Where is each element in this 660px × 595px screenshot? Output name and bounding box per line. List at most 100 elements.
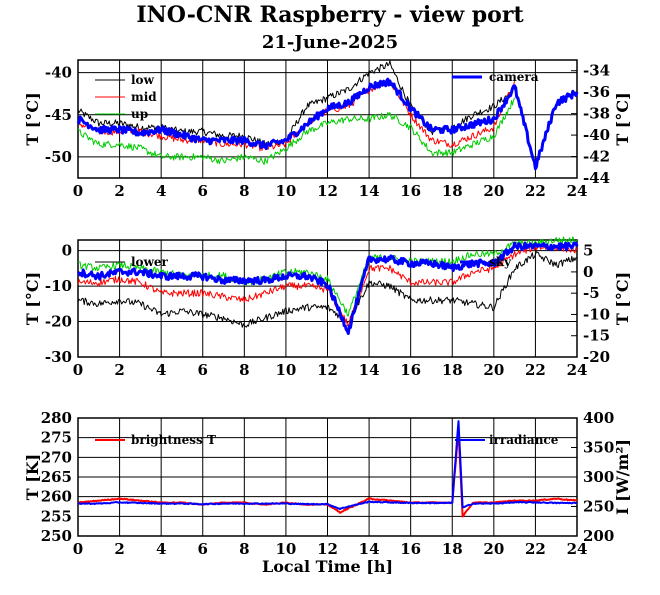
x-tick-label: 2 <box>114 540 124 558</box>
y2-tick-label: 350 <box>583 439 614 457</box>
y2-tick-label: -42 <box>583 148 610 166</box>
x-tick-label: 14 <box>359 361 380 379</box>
legend-label: up <box>131 107 148 121</box>
series-line-irradiance <box>77 420 578 511</box>
y2-axis-label: T [°C] <box>613 92 632 145</box>
x-tick-label: 18 <box>442 540 463 558</box>
y2-tick-label: 200 <box>583 527 614 545</box>
x-tick-label: 4 <box>156 540 166 558</box>
x-tick-label: 14 <box>359 540 380 558</box>
x-tick-label: 22 <box>525 540 546 558</box>
x-tick-label: 0 <box>73 361 83 379</box>
x-tick-label: 4 <box>156 361 166 379</box>
y2-tick-label: -44 <box>583 169 610 187</box>
x-tick-label: 12 <box>317 540 338 558</box>
y2-tick-label: 5 <box>583 242 593 260</box>
series-line-mid <box>77 80 516 152</box>
legend-panel-2: lower sky <box>95 255 512 269</box>
y2-axis-label: I [W/m²] <box>613 439 632 515</box>
legend-panel-1: low mid up camera <box>95 70 539 121</box>
y-tick-label: 275 <box>41 429 72 447</box>
y-axis-label: T [°C] <box>23 272 42 325</box>
legend-label: brightness T <box>131 433 216 447</box>
chart-panel-2: 0 2 4 6 8 10 12 14 16 18 20 22 240-10-20-3050-5-10-1… <box>23 236 632 379</box>
y-tick-label: 265 <box>41 468 72 486</box>
y-tick-label: -30 <box>45 348 72 366</box>
y2-tick-label: -15 <box>583 327 610 345</box>
y-tick-label: 260 <box>41 488 72 506</box>
x-tick-label: 20 <box>483 182 504 200</box>
chart-panel-1: 0 2 4 6 8 10 12 14 16 18 20 22 24-40-45-50-34-36-38-… <box>23 59 632 200</box>
y2-tick-label: 300 <box>583 468 614 486</box>
y2-tick-label: -38 <box>583 105 610 123</box>
y2-tick-label: -34 <box>583 62 610 80</box>
y-tick-label: -50 <box>45 148 72 166</box>
x-tick-label: 16 <box>400 361 421 379</box>
legend-label: camera <box>489 70 539 84</box>
x-tick-label: 10 <box>275 361 296 379</box>
y-tick-label: -40 <box>45 64 72 82</box>
x-tick-label: 24 <box>567 182 588 200</box>
x-tick-label: 18 <box>442 361 463 379</box>
x-tick-label: 0 <box>73 540 83 558</box>
y-tick-label: -10 <box>45 277 72 295</box>
x-tick-label: 6 <box>198 182 208 200</box>
series-line-low <box>77 60 516 147</box>
x-tick-label: 10 <box>275 182 296 200</box>
y2-tick-label: -5 <box>583 284 600 302</box>
y-tick-label: 280 <box>41 409 72 427</box>
x-tick-label: 2 <box>114 361 124 379</box>
chart-panel-3: 0 2 4 6 8 10 12 14 16 18 20 22 242502552602652702752… <box>23 409 632 576</box>
x-tick-label: 12 <box>317 361 338 379</box>
y2-tick-label: -36 <box>583 83 610 101</box>
y2-tick-label: -40 <box>583 126 610 144</box>
y2-tick-label: 0 <box>583 263 593 281</box>
x-tick-label: 14 <box>359 182 380 200</box>
x-tick-label: 20 <box>483 361 504 379</box>
series-line-2-3 <box>76 241 579 335</box>
x-tick-label: 12 <box>317 182 338 200</box>
x-tick-label: 16 <box>400 540 421 558</box>
x-tick-label: 8 <box>239 361 249 379</box>
series-line-lower <box>77 251 578 328</box>
y-tick-label: 270 <box>41 448 72 466</box>
series-line-camera <box>76 77 579 171</box>
y-axis-label: T [°C] <box>23 92 42 145</box>
legend-label: low <box>131 73 155 87</box>
y-tick-label: 250 <box>41 527 72 545</box>
y-tick-label: -45 <box>45 106 72 124</box>
legend-label: mid <box>131 90 157 104</box>
legend-panel-3: brightness T irradiance <box>95 433 559 447</box>
x-tick-label: 8 <box>239 540 249 558</box>
y2-axis-label: T [°C] <box>613 272 632 325</box>
y2-tick-label: -10 <box>583 305 610 323</box>
series-line-up <box>77 97 516 165</box>
page-title: INO-CNR Raspberry - view port <box>136 2 524 28</box>
x-tick-label: 22 <box>525 361 546 379</box>
y2-tick-label: -20 <box>583 348 610 366</box>
legend-label: lower <box>131 255 169 269</box>
x-tick-label: 20 <box>483 540 504 558</box>
x-tick-label: 22 <box>525 182 546 200</box>
x-tick-label: 6 <box>198 361 208 379</box>
y2-tick-label: 250 <box>583 498 614 516</box>
x-tick-label: 24 <box>567 361 588 379</box>
y2-tick-label: 400 <box>583 409 614 427</box>
x-tick-label: 16 <box>400 182 421 200</box>
x-tick-label: 18 <box>442 182 463 200</box>
y-tick-label: -20 <box>45 313 72 331</box>
x-tick-label: 6 <box>198 540 208 558</box>
y-tick-label: 0 <box>62 242 72 260</box>
y-axis-label: T [K] <box>23 454 42 501</box>
page-subtitle: 21-June-2025 <box>261 32 399 53</box>
x-tick-label: 10 <box>275 540 296 558</box>
x-tick-label: 0 <box>73 182 83 200</box>
x-tick-label: 8 <box>239 182 249 200</box>
x-axis-label: Local Time [h] <box>262 557 393 576</box>
y-tick-label: 255 <box>41 507 72 525</box>
series-line-2-2 <box>77 236 578 317</box>
legend-label: irradiance <box>489 433 559 447</box>
legend-label: sky <box>489 255 512 269</box>
x-tick-label: 4 <box>156 182 166 200</box>
